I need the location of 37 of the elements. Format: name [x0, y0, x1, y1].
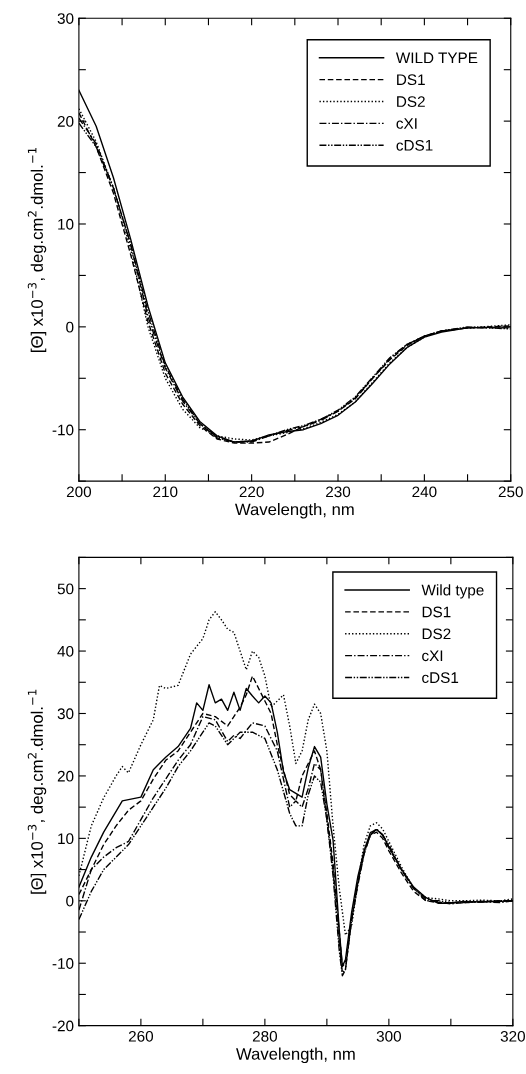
- x-tick-label: 220: [239, 486, 264, 498]
- legend-label: Wild type: [421, 584, 484, 599]
- y-tick-label: -10: [52, 424, 74, 436]
- x-tick-label: 260: [128, 1030, 154, 1042]
- x-tick-label: 210: [153, 486, 178, 498]
- legend-label: DS2: [422, 628, 451, 640]
- y-tick-label: 10: [58, 218, 74, 230]
- y-tick-label: 30: [57, 708, 74, 720]
- y-axis-title: [Θ] x10$^{−3}$, deg.cm$^{2}$.dmol.$^{−1}$: [27, 689, 47, 894]
- y-tick-label: 0: [66, 321, 74, 333]
- x-axis-title: Wavelength, nm: [236, 1047, 355, 1064]
- y-tick-label: 50: [57, 583, 74, 595]
- x-tick-label: 250: [498, 486, 523, 498]
- x-tick-label: 200: [66, 486, 92, 498]
- legend-label: DS2: [397, 96, 425, 107]
- x-tick-label: 230: [326, 486, 351, 498]
- y-tick-label: -10: [52, 958, 74, 969]
- legend-label: cDS1: [396, 139, 433, 151]
- y-tick-label: 40: [57, 645, 74, 657]
- legend-label: WILD TYPE: [395, 52, 478, 64]
- legend-label: cXI: [422, 650, 443, 662]
- x-tick-label: 320: [500, 1030, 525, 1042]
- y-axis-title: [Θ] x10$^{−3}$, deg.cm$^{2}$.dmol.$^{−1}$: [27, 147, 47, 352]
- legend-label: cDS1: [422, 672, 459, 684]
- x-axis-title: Wavelength, nm: [235, 503, 354, 519]
- y-tick-label: -20: [52, 1020, 74, 1032]
- y-tick-label: 0: [66, 895, 74, 907]
- y-tick-label: 30: [57, 13, 74, 24]
- legend-label: DS1: [422, 606, 451, 618]
- x-tick-label: 240: [412, 486, 437, 498]
- x-tick-label: 280: [252, 1030, 278, 1042]
- legend-label: DS1: [397, 74, 425, 86]
- legend-label: cXI: [396, 118, 417, 129]
- x-tick-label: 300: [376, 1030, 402, 1042]
- y-tick-label: 20: [57, 115, 74, 127]
- y-tick-label: 20: [57, 770, 74, 782]
- y-tick-label: 10: [58, 833, 74, 845]
